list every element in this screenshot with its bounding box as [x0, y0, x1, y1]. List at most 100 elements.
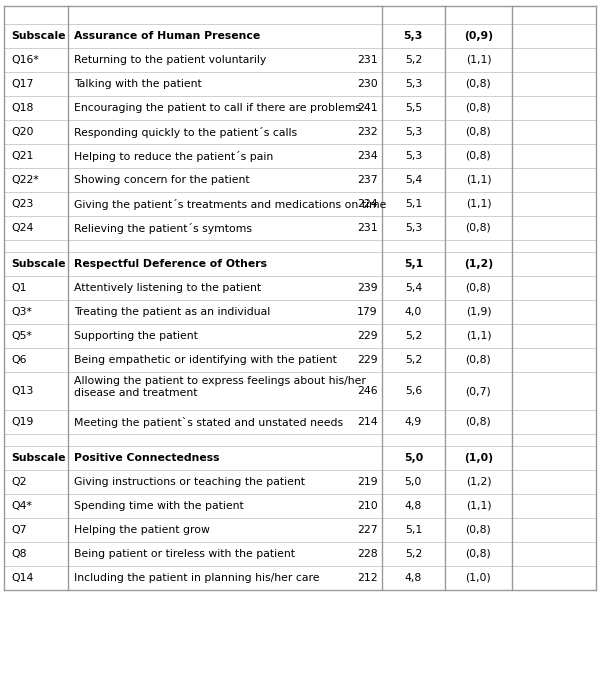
Text: 231: 231 — [357, 55, 377, 65]
Text: 241: 241 — [357, 103, 377, 113]
Text: Including the patient in planning his/her care: Including the patient in planning his/he… — [74, 573, 319, 583]
Text: Subscale: Subscale — [11, 453, 65, 463]
Text: 5,3: 5,3 — [405, 223, 422, 233]
Text: 212: 212 — [357, 573, 377, 583]
Text: 5,1: 5,1 — [405, 525, 422, 535]
Text: 227: 227 — [357, 525, 377, 535]
Text: Q23: Q23 — [11, 199, 34, 209]
Text: Q18: Q18 — [11, 103, 34, 113]
Text: Q14: Q14 — [11, 573, 34, 583]
Text: Treating the patient as an individual: Treating the patient as an individual — [74, 307, 270, 317]
Text: 5,2: 5,2 — [405, 55, 422, 65]
Text: 229: 229 — [357, 331, 377, 341]
Text: Returning to the patient voluntarily: Returning to the patient voluntarily — [74, 55, 266, 65]
Text: Q8: Q8 — [11, 549, 26, 559]
Text: 219: 219 — [357, 477, 377, 487]
Text: (1,1): (1,1) — [466, 331, 491, 341]
Text: (1,0): (1,0) — [464, 453, 493, 463]
Text: 5,2: 5,2 — [405, 355, 422, 365]
Text: 179: 179 — [357, 307, 377, 317]
Text: 5,3: 5,3 — [405, 127, 422, 137]
Text: 5,0: 5,0 — [404, 477, 422, 487]
Text: Responding quickly to the patient´s calls: Responding quickly to the patient´s call… — [74, 127, 297, 137]
Text: Q22*: Q22* — [11, 175, 39, 185]
Text: Allowing the patient to express feelings about his/her
disease and treatment: Allowing the patient to express feelings… — [74, 376, 366, 398]
Text: 5,2: 5,2 — [405, 331, 422, 341]
Text: Q21: Q21 — [11, 151, 34, 161]
Text: Giving the patient´s treatments and medications on time: Giving the patient´s treatments and medi… — [74, 199, 386, 209]
Text: 229: 229 — [357, 355, 377, 365]
Text: Q3*: Q3* — [11, 307, 32, 317]
Text: Q6: Q6 — [11, 355, 26, 365]
Text: (0,8): (0,8) — [466, 79, 491, 89]
Text: (1,2): (1,2) — [466, 477, 491, 487]
Text: Q1: Q1 — [11, 283, 26, 293]
Text: 239: 239 — [357, 283, 377, 293]
Text: Helping the patient grow: Helping the patient grow — [74, 525, 210, 535]
Text: 5,1: 5,1 — [405, 199, 422, 209]
Text: Q20: Q20 — [11, 127, 34, 137]
Text: Encouraging the patient to call if there are problems: Encouraging the patient to call if there… — [74, 103, 361, 113]
Text: 4,8: 4,8 — [405, 573, 422, 583]
Text: Giving instructions or teaching the patient: Giving instructions or teaching the pati… — [74, 477, 305, 487]
Text: 210: 210 — [357, 501, 377, 511]
Text: (0,7): (0,7) — [466, 386, 491, 396]
Text: (1,1): (1,1) — [466, 199, 491, 209]
Text: Subscale: Subscale — [11, 31, 65, 41]
Text: 4,0: 4,0 — [404, 307, 422, 317]
Text: Q19: Q19 — [11, 417, 34, 427]
Text: (0,8): (0,8) — [466, 151, 491, 161]
Text: Spending time with the patient: Spending time with the patient — [74, 501, 244, 511]
Text: Helping to reduce the patient´s pain: Helping to reduce the patient´s pain — [74, 151, 273, 162]
Text: 246: 246 — [357, 386, 377, 396]
Text: Q17: Q17 — [11, 79, 34, 89]
Text: (0,8): (0,8) — [466, 417, 491, 427]
Text: Talking with the patient: Talking with the patient — [74, 79, 202, 89]
Text: (1,1): (1,1) — [466, 55, 491, 65]
Text: (1,0): (1,0) — [466, 573, 491, 583]
Text: 5,4: 5,4 — [405, 283, 422, 293]
Text: 5,2: 5,2 — [405, 549, 422, 559]
Text: 230: 230 — [357, 79, 377, 89]
Text: 5,6: 5,6 — [405, 386, 422, 396]
Text: (0,8): (0,8) — [466, 549, 491, 559]
Text: 234: 234 — [357, 151, 377, 161]
Text: Q13: Q13 — [11, 386, 34, 396]
Text: 232: 232 — [357, 127, 377, 137]
Text: Relieving the patient´s symtoms: Relieving the patient´s symtoms — [74, 223, 252, 234]
Text: 5,0: 5,0 — [404, 453, 423, 463]
Text: (1,9): (1,9) — [466, 307, 491, 317]
Text: Assurance of Human Presence: Assurance of Human Presence — [74, 31, 260, 41]
Text: 228: 228 — [357, 549, 377, 559]
Text: (1,1): (1,1) — [466, 175, 491, 185]
Text: 4,8: 4,8 — [405, 501, 422, 511]
Text: Being patient or tireless with the patient: Being patient or tireless with the patie… — [74, 549, 295, 559]
Text: Subscale: Subscale — [11, 259, 65, 269]
Text: (0,8): (0,8) — [466, 127, 491, 137]
Text: (0,8): (0,8) — [466, 103, 491, 113]
Text: (1,2): (1,2) — [464, 259, 493, 269]
Text: 5,1: 5,1 — [404, 259, 423, 269]
Text: 4,9: 4,9 — [405, 417, 422, 427]
Text: Respectful Deference of Others: Respectful Deference of Others — [74, 259, 267, 269]
Text: 5,5: 5,5 — [405, 103, 422, 113]
Text: Meeting the patient`s stated and unstated needs: Meeting the patient`s stated and unstate… — [74, 417, 343, 427]
Text: 5,4: 5,4 — [405, 175, 422, 185]
Text: 5,3: 5,3 — [405, 79, 422, 89]
Text: 5,3: 5,3 — [404, 31, 423, 41]
Text: (0,8): (0,8) — [466, 223, 491, 233]
Text: (0,8): (0,8) — [466, 283, 491, 293]
Text: Q7: Q7 — [11, 525, 26, 535]
Text: 237: 237 — [357, 175, 377, 185]
Text: Supporting the patient: Supporting the patient — [74, 331, 198, 341]
Text: (0,8): (0,8) — [466, 525, 491, 535]
Text: 224: 224 — [357, 199, 377, 209]
Text: Q2: Q2 — [11, 477, 26, 487]
Text: 231: 231 — [357, 223, 377, 233]
Text: Positive Connectedness: Positive Connectedness — [74, 453, 220, 463]
Text: Being empathetic or identifying with the patient: Being empathetic or identifying with the… — [74, 355, 337, 365]
Text: Q24: Q24 — [11, 223, 34, 233]
Text: Q16*: Q16* — [11, 55, 39, 65]
Text: 5,3: 5,3 — [405, 151, 422, 161]
Text: 214: 214 — [357, 417, 377, 427]
